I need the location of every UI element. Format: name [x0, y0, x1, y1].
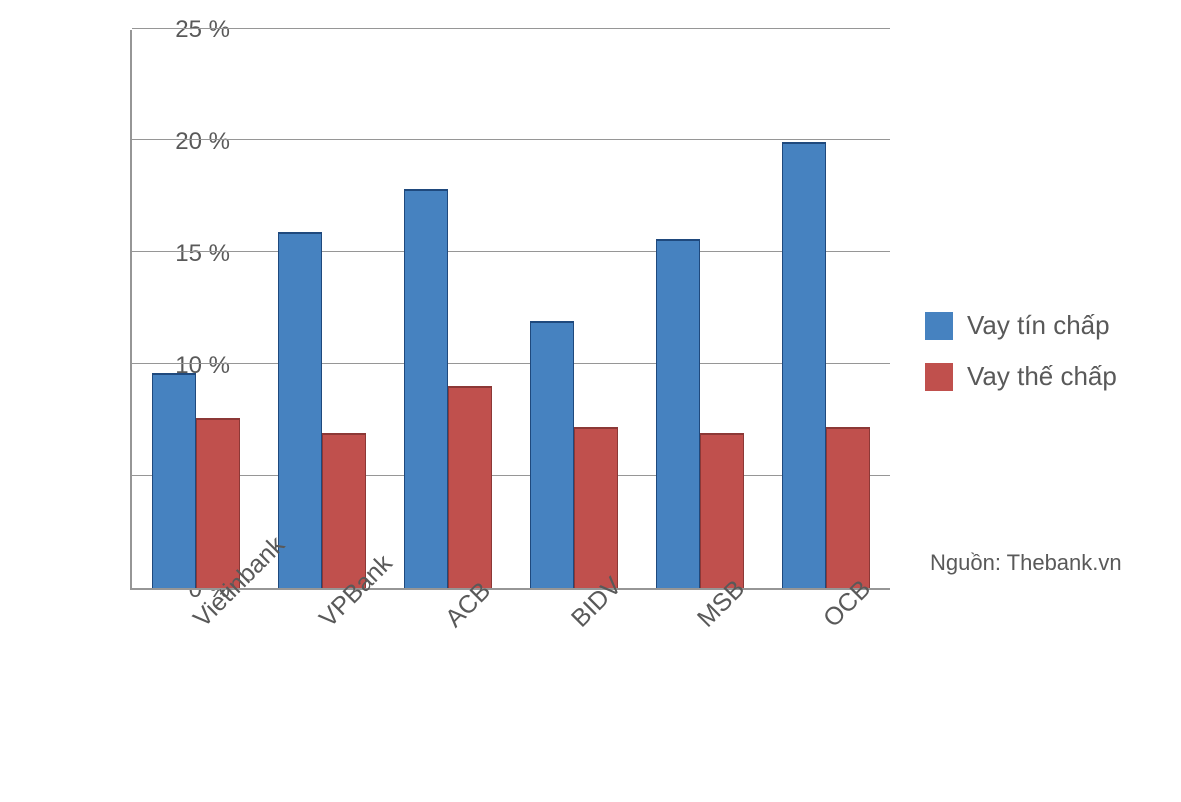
bar — [826, 427, 870, 588]
bar — [448, 386, 492, 588]
x-labels: Vietinbank VPBank ACB BIDV MSB OCB — [130, 605, 890, 785]
bar — [322, 433, 366, 588]
source-text: Nguồn: Thebank.vn — [930, 550, 1122, 576]
chart-area: 0 % 5 % 10 % 15 % 20 % 25 % VietinbankVP… — [30, 20, 900, 650]
bar — [782, 142, 826, 588]
x-tick-label: BIDV — [566, 613, 587, 634]
legend-item: Vay tín chấp — [925, 310, 1165, 341]
gridline — [132, 28, 890, 29]
chart-container: 0 % 5 % 10 % 15 % 20 % 25 % VietinbankVP… — [0, 0, 1181, 802]
bar — [700, 433, 744, 588]
x-tick-label: MSB — [692, 613, 713, 634]
plot-area — [130, 30, 890, 590]
bar — [530, 321, 574, 588]
bar — [656, 239, 700, 588]
x-tick-label: OCB — [818, 613, 839, 634]
bar — [196, 418, 240, 588]
x-tick-label: ACB — [440, 613, 461, 634]
legend-swatch — [925, 363, 953, 391]
legend-label: Vay tín chấp — [967, 310, 1110, 341]
bar — [574, 427, 618, 588]
bar — [278, 232, 322, 588]
legend: Vay tín chấp Vay thế chấp — [925, 310, 1165, 412]
x-tick-label: VPBank — [314, 613, 335, 634]
x-tick-label: Vietinbank — [188, 613, 209, 634]
bars-layer — [132, 30, 890, 588]
bar — [404, 189, 448, 588]
legend-swatch — [925, 312, 953, 340]
legend-item: Vay thế chấp — [925, 361, 1165, 392]
legend-label: Vay thế chấp — [967, 361, 1117, 392]
bar — [152, 373, 196, 588]
